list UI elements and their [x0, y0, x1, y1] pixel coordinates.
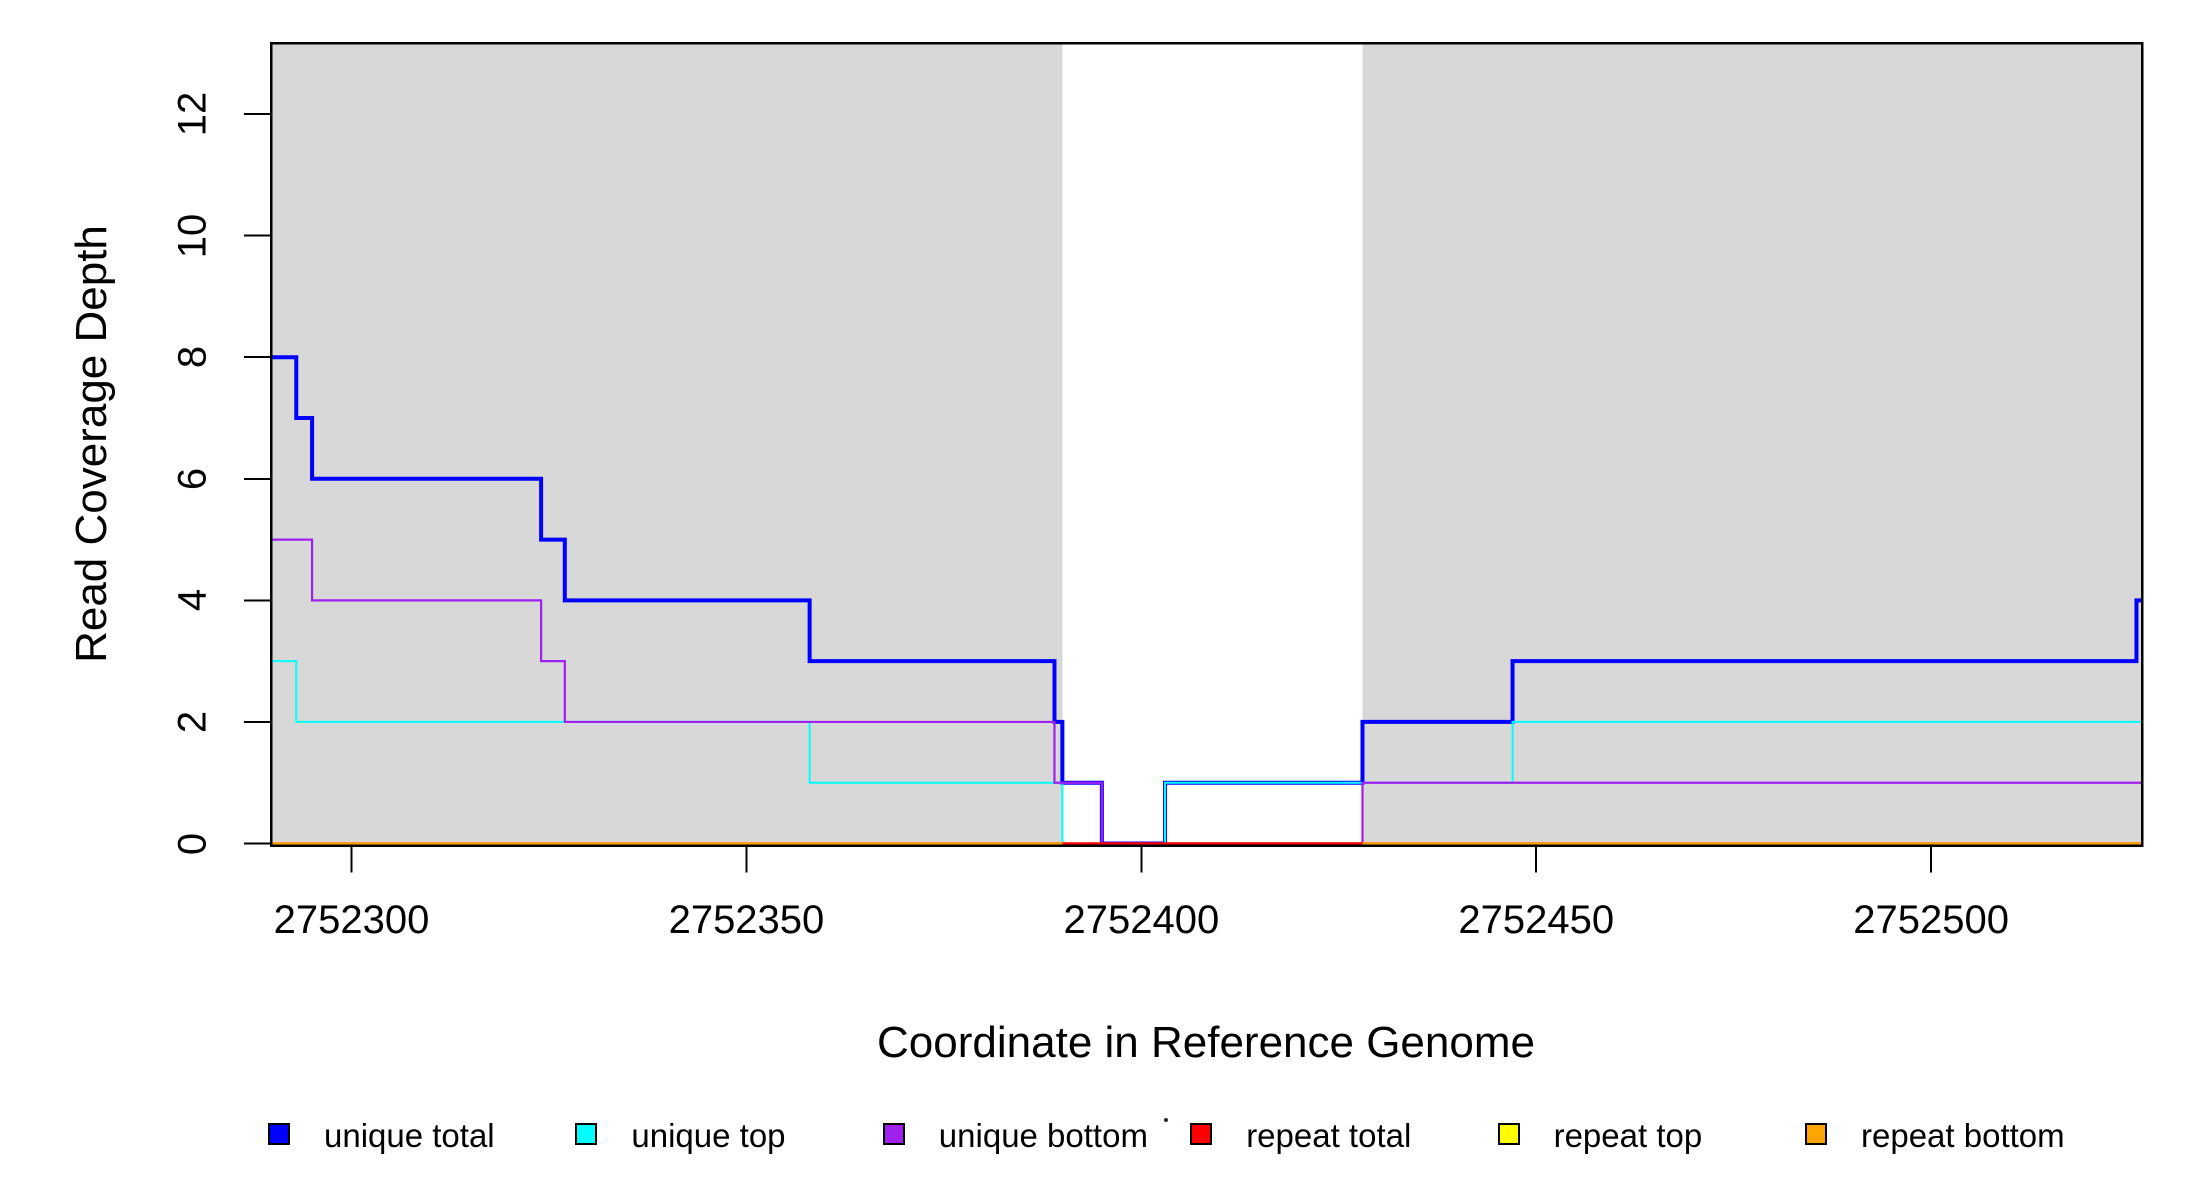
stray-dot-artifact [1164, 1118, 1168, 1122]
y-tick-label-4: 4 [170, 589, 215, 612]
y-tick-label-0: 0 [170, 832, 215, 855]
legend-swatch-unique-top [575, 1123, 598, 1145]
x-axis-title: Coordinate in Reference Genome [877, 1018, 1535, 1067]
shaded-region-unique-coverage-right [1362, 43, 2142, 846]
y-tick-label-12: 12 [170, 91, 215, 137]
x-tick-label-2752450: 2752450 [1458, 898, 1615, 942]
y-axis-title: Read Coverage Depth [67, 225, 116, 663]
legend-swatch-repeat-top [1497, 1123, 1520, 1145]
legend-label-unique-total: unique total [324, 1117, 495, 1154]
x-tick-label-2752300: 2752300 [273, 898, 430, 942]
legend-swatch-repeat-total [1190, 1123, 1213, 1145]
legend-swatch-unique-total [268, 1123, 290, 1145]
x-tick-label-2752400: 2752400 [1063, 898, 1220, 942]
y-tick-label-10: 10 [170, 213, 215, 258]
y-tick-label-2: 2 [170, 710, 215, 734]
x-tick-label-2752350: 2752350 [668, 898, 825, 942]
x-tick-label-2752500: 2752500 [1853, 898, 2009, 942]
plot-border [269, 41, 2144, 847]
legend-swatch-repeat-bottom [1805, 1123, 1827, 1145]
series-unique-top-line [271, 660, 2142, 845]
legend-label-unique-bottom: unique bottom [938, 1117, 1148, 1154]
legend-swatch-unique-bottom [882, 1123, 905, 1145]
legend-label-repeat-total: repeat total [1246, 1117, 1412, 1154]
y-tick-label-6: 6 [170, 467, 215, 490]
shaded-region-unique-coverage-left [271, 43, 1063, 846]
legend-label-repeat-bottom: repeat bottom [1861, 1117, 2065, 1154]
y-tick-label-8: 8 [170, 346, 215, 369]
legend-label-repeat-top: repeat top [1553, 1117, 1703, 1154]
series-unique-total-line [271, 355, 2142, 846]
legend-label-unique-top: unique top [631, 1117, 786, 1154]
